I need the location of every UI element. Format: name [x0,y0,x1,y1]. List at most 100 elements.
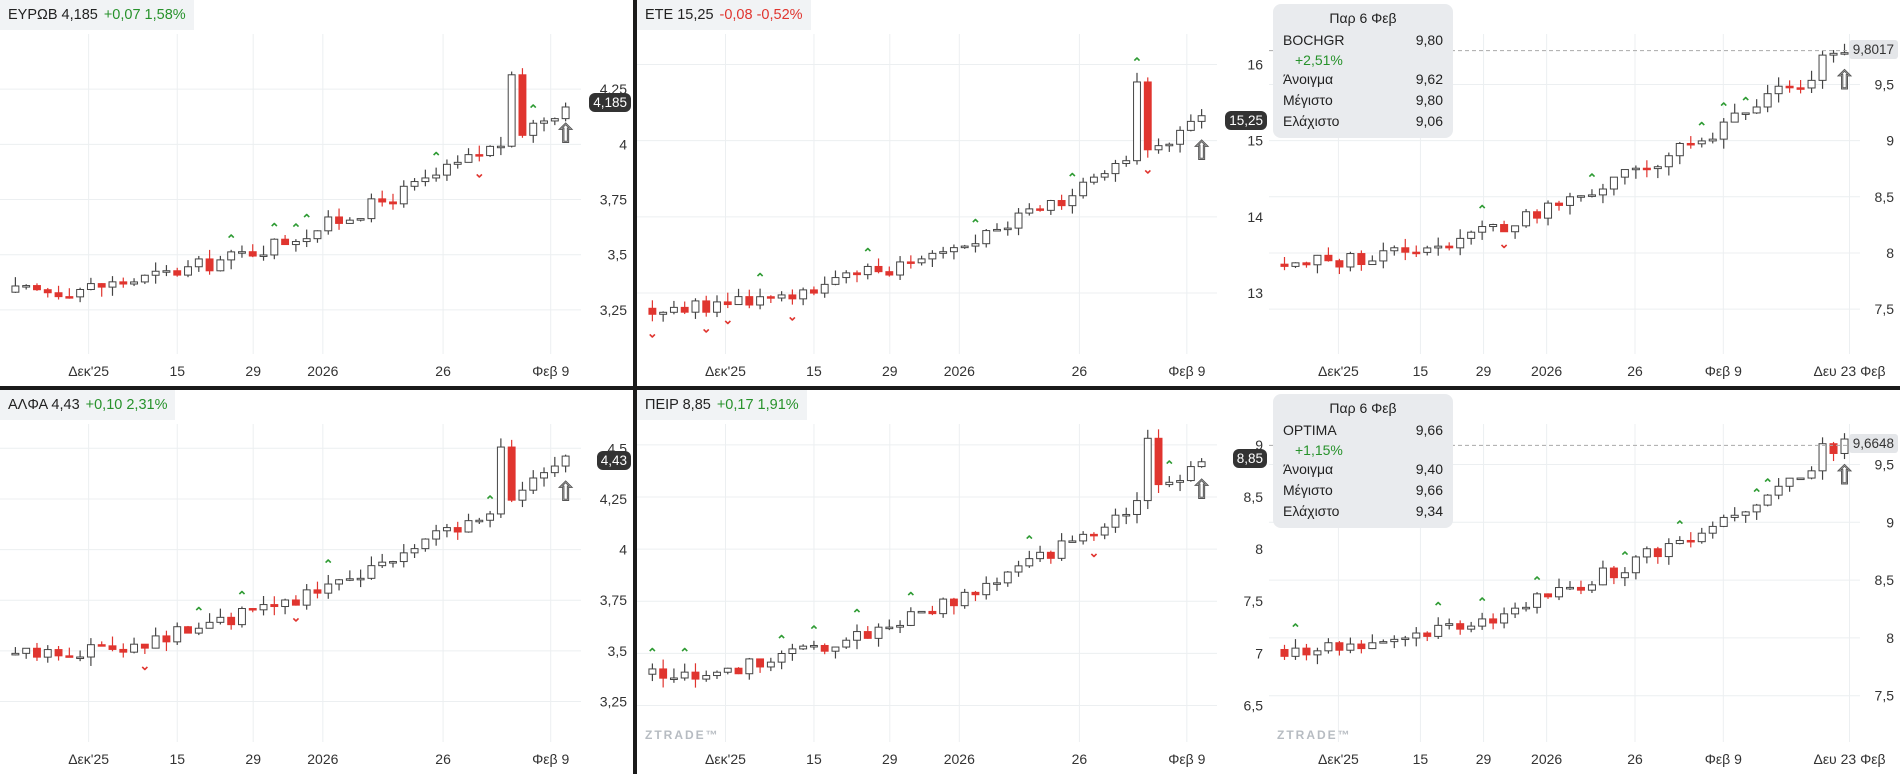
x-tick-label: 29 [245,751,261,767]
y-tick-label: 9,5 [1875,77,1895,93]
candle [1807,470,1816,479]
up-arrow-icon: ⇧ [555,119,577,149]
y-tick-label: 16 [1247,56,1263,72]
candle [1653,166,1662,170]
x-tick-label: Δεκ'25 [68,751,109,767]
candle [1324,254,1333,262]
candle [1554,587,1564,598]
candle [1807,79,1816,89]
candle [410,181,419,187]
buy-signal-icon: ⌃ [1751,486,1762,501]
candle [464,520,473,533]
change-label: +0,10 2,31% [85,397,168,413]
candle [442,163,451,176]
candle [1576,586,1585,591]
up-arrow-icon: ⇧ [1191,136,1213,166]
candle [54,292,63,298]
candle [1609,567,1618,579]
x-tick-label: 2026 [944,751,975,767]
sell-signal-icon: ⌄ [290,610,301,625]
y-tick-label: 9 [1886,133,1894,149]
candle [788,648,797,654]
candle [1686,142,1695,146]
chart-panel-peir[interactable]: 6,5 7 7,5 8 8,5 9 Δεκ'25 15 29 2026 26 Φεβ 9 ⌃ ⌃ ⌃ ⌃ ⌃ ⌃ ⌃… [637,390,1269,774]
x-tick-label: Φεβ 9 [532,751,569,767]
candle [140,274,149,283]
candle [550,118,559,122]
candle [1522,606,1531,610]
candle [184,266,192,276]
last-price-badge: 4,185 [589,92,631,112]
candle [248,608,257,611]
chart-panel-bochgr[interactable]: 7,5 8 8,5 9 9,5 Δεκ'25 15 29 2026 26 Φεβ 9 Δευ 23 Φ… [1269,0,1900,386]
candle [1057,200,1066,207]
candle [1587,584,1596,591]
candle [1785,85,1794,89]
candle [1829,52,1838,56]
candle [1390,247,1399,252]
y-tick-label: 8 [1886,630,1894,646]
candle [777,652,786,663]
x-tick-label: 26 [1627,363,1643,379]
candle [853,272,861,276]
candle [745,296,754,306]
candle [1165,143,1174,147]
symbol-label: ΠΕΙΡ 8,85 [645,397,711,413]
buy-signal-icon: ⌃ [1024,533,1035,548]
candle [1003,227,1012,231]
candle [561,455,570,467]
candle [324,583,333,594]
change-label: +0,07 1,58% [103,7,186,23]
y-tick-label: 6,5 [1244,698,1264,714]
chart-panel-eurob[interactable]: 3,25 3,5 3,75 4 4,25 Δεκ'25 15 29 2026 26 Φεβ 9 ⌃ ⌃ ⌃… [0,0,633,386]
candle [65,655,74,658]
x-tick-label: Δεκ'25 [68,363,109,379]
chart-header: ΑΛΦΑ 4,43 +0,10 2,31% [0,390,176,420]
candle [1197,115,1206,122]
buy-signal-icon: ⌃ [269,220,280,235]
candle [33,285,41,291]
candle [356,577,365,581]
candle [1730,112,1739,123]
candle [756,296,765,306]
chart-panel-optima[interactable]: 7,5 8 8,5 9 9,5 Δεκ'25 15 29 2026 26 Φεβ 9 Δευ 23 Φ… [1269,390,1900,774]
candle [648,307,657,315]
sell-signal-icon: ⌄ [701,321,712,336]
y-tick-label: 7,5 [1244,593,1264,609]
crosshair-price-label: 9,6648 [1848,434,1898,454]
candle [1741,511,1750,516]
candle [993,228,1001,232]
buy-signal-icon: ⌃ [1674,518,1685,533]
candle [507,74,516,147]
tooltip-low-row: Ελάχιστο 9,06 [1283,113,1443,129]
candle [928,252,937,260]
candle [76,656,85,660]
candle [1357,253,1366,266]
candle [1357,643,1366,650]
candle [1143,81,1152,151]
chart-panel-alpha[interactable]: 3,25 3,5 3,75 4 4,25 4,5 Δεκ'25 15 29 2026 26 Φεβ 9… [0,390,633,774]
candle [1079,181,1088,197]
buy-signal-icon: ⌃ [970,217,981,232]
chart-panel-ete[interactable]: 13 14 15 16 Δεκ'25 15 29 2026 26 Φεβ 9 ⌄ ⌄ ⌄ ⌃ ⌄ ⌃ ⌃ ⌃ ⌃ ⌄ ⇧… [637,0,1269,386]
candle [1176,480,1185,483]
candle [464,154,473,163]
candle [1401,247,1410,253]
x-tick-label: 15 [1413,363,1429,379]
candle [432,174,441,179]
candle [960,245,969,249]
x-tick-label: Δεκ'25 [705,751,746,767]
candle [54,649,63,657]
candle [205,258,214,272]
candle [1631,167,1640,171]
candle [194,627,203,634]
y-tick-label: 8 [1886,245,1894,261]
candle [335,216,344,224]
x-tick-label: 2026 [1531,363,1562,379]
candle [1478,226,1487,233]
candle [1708,525,1717,534]
candle [529,477,538,491]
x-tick-label: Δευ 23 Φεβ [1813,751,1885,767]
buy-signal-icon: ⌃ [1586,171,1597,186]
